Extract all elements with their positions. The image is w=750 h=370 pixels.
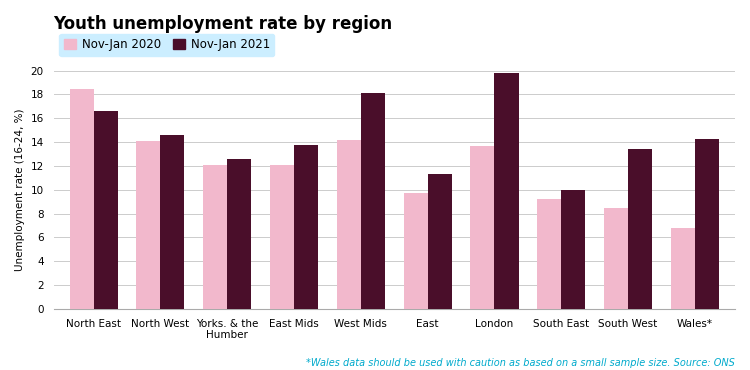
- Bar: [494, 73, 518, 309]
- Bar: [337, 140, 361, 309]
- Bar: [427, 174, 451, 309]
- Bar: [227, 159, 251, 309]
- Bar: [604, 208, 628, 309]
- Bar: [270, 165, 294, 309]
- Bar: [136, 141, 160, 309]
- Bar: [695, 138, 719, 309]
- Bar: [94, 111, 118, 309]
- Bar: [537, 199, 561, 309]
- Bar: [628, 149, 652, 309]
- Bar: [294, 145, 318, 309]
- Text: Youth unemployment rate by region: Youth unemployment rate by region: [53, 15, 393, 33]
- Legend: Nov-Jan 2020, Nov-Jan 2021: Nov-Jan 2020, Nov-Jan 2021: [59, 34, 274, 56]
- Bar: [404, 194, 427, 309]
- Text: *Wales data should be used with caution as based on a small sample size. Source:: *Wales data should be used with caution …: [306, 358, 735, 368]
- Y-axis label: Unemployment rate (16-24, %): Unemployment rate (16-24, %): [15, 108, 25, 271]
- Bar: [670, 228, 695, 309]
- Bar: [70, 88, 94, 309]
- Bar: [470, 146, 494, 309]
- Bar: [203, 165, 227, 309]
- Bar: [361, 93, 385, 309]
- Bar: [160, 135, 184, 309]
- Bar: [561, 190, 585, 309]
